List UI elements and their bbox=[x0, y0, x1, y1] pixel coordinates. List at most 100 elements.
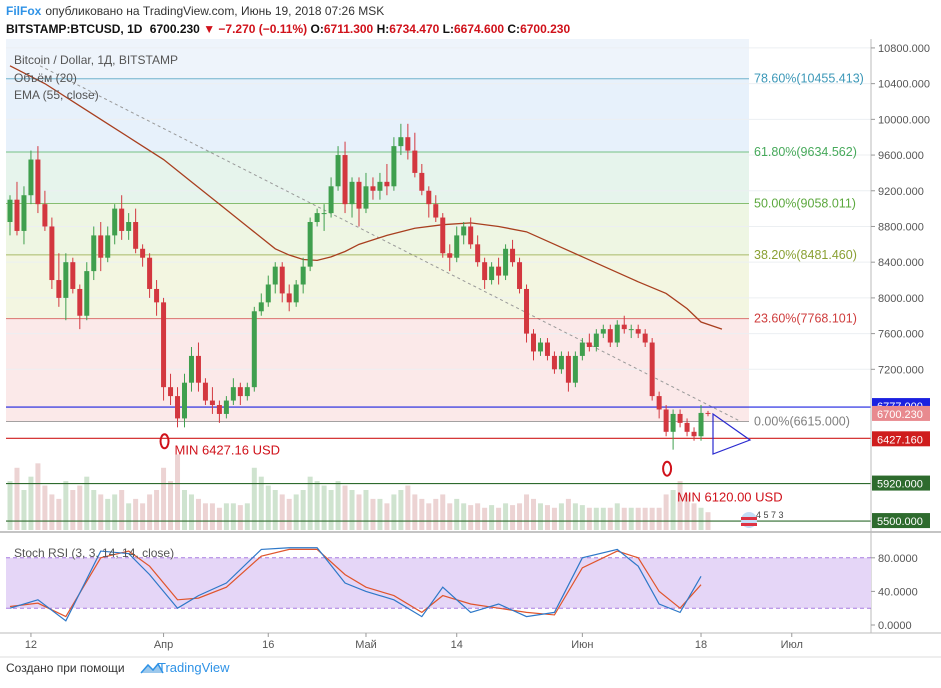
volume-bar bbox=[335, 481, 341, 530]
volume-bar bbox=[258, 476, 264, 530]
volume-bar bbox=[321, 485, 327, 530]
volume-bar bbox=[468, 505, 474, 530]
candle-body bbox=[63, 262, 69, 298]
author-name[interactable]: FilFox bbox=[6, 4, 42, 18]
header-line-1: FilFox опубликовано на TradingView.com, И… bbox=[6, 4, 384, 18]
volume-bar bbox=[412, 494, 418, 530]
candle-body bbox=[551, 355, 557, 370]
volume-bar bbox=[140, 503, 146, 530]
price-box-1 bbox=[872, 405, 930, 421]
last-price: 6700.230 bbox=[149, 22, 200, 36]
candle-body bbox=[195, 355, 201, 383]
candle-body bbox=[447, 253, 453, 258]
candle-body bbox=[112, 208, 118, 236]
candle-body bbox=[412, 150, 418, 173]
volume-bar bbox=[698, 507, 704, 530]
candle-body bbox=[600, 329, 606, 334]
fib-label-4: 23.60%(7768.101) bbox=[754, 312, 857, 326]
legend-stoch: Stoch RSI (3, 3, 14, 14, close) bbox=[14, 546, 175, 560]
volume-bar bbox=[691, 503, 697, 530]
volume-bar bbox=[14, 467, 20, 530]
candle-body bbox=[642, 333, 648, 343]
time-tick-label: Апр bbox=[154, 639, 173, 651]
volume-bar bbox=[510, 505, 516, 530]
volume-bar bbox=[216, 507, 222, 530]
volume-bar bbox=[440, 494, 446, 530]
candle-body bbox=[607, 329, 613, 343]
candle-body bbox=[28, 159, 34, 196]
candle-body bbox=[705, 412, 711, 414]
candle-body bbox=[649, 342, 655, 397]
volume-bar bbox=[405, 485, 411, 530]
volume-bar bbox=[600, 507, 606, 530]
fib-band-0 bbox=[6, 78, 749, 152]
candle-body bbox=[272, 266, 278, 285]
symbol-label: BITSTAMP:BTCUSD, 1D bbox=[6, 22, 143, 36]
volume-bar bbox=[489, 505, 495, 530]
min-annotation-1: MIN 6120.00 USD bbox=[677, 490, 783, 505]
candle-body bbox=[84, 271, 90, 316]
candle-body bbox=[251, 311, 257, 388]
legend-volume: Объём (20) bbox=[14, 71, 77, 85]
volume-bar bbox=[579, 505, 585, 530]
volume-bar bbox=[628, 507, 634, 530]
price-box-2 bbox=[872, 431, 930, 447]
stoch-tick-label: 80.0000 bbox=[878, 553, 918, 565]
high-value: 6734.470 bbox=[389, 22, 440, 36]
candle-body bbox=[279, 266, 285, 294]
candle-body bbox=[468, 226, 474, 245]
candle-body bbox=[216, 405, 222, 414]
candle-body bbox=[258, 302, 264, 312]
candle-body bbox=[698, 412, 704, 437]
volume-bar bbox=[21, 490, 27, 530]
price-tick-label: 7200.000 bbox=[878, 364, 924, 376]
candle-body bbox=[391, 146, 397, 187]
candle-body bbox=[635, 329, 641, 334]
price-tick-label: 9600.000 bbox=[878, 150, 924, 162]
candle-body bbox=[223, 400, 229, 414]
candle-body bbox=[321, 213, 327, 215]
volume-bar bbox=[642, 507, 648, 530]
candle-body bbox=[489, 266, 495, 281]
candle-body bbox=[370, 186, 376, 191]
volume-bar bbox=[677, 481, 683, 530]
candle-body bbox=[126, 222, 132, 231]
volume-bar bbox=[496, 507, 502, 530]
volume-bar bbox=[635, 507, 641, 530]
volume-bar bbox=[63, 481, 69, 530]
volume-bar bbox=[175, 454, 181, 530]
close-value: 6700.230 bbox=[520, 22, 571, 36]
candle-body bbox=[119, 208, 125, 231]
ema-line bbox=[9, 65, 723, 330]
volume-bar bbox=[154, 490, 160, 530]
candle-body bbox=[384, 181, 390, 187]
volume-bar bbox=[28, 476, 34, 530]
candle-body bbox=[461, 226, 467, 236]
close-label: C: bbox=[507, 22, 521, 36]
candle-body bbox=[35, 159, 41, 205]
volume-bar bbox=[237, 505, 243, 530]
volume-bar bbox=[649, 507, 655, 530]
volume-bar bbox=[447, 503, 453, 530]
volume-bar bbox=[300, 490, 306, 530]
tradingview-logo-text[interactable]: TradingView bbox=[157, 660, 230, 675]
candle-body bbox=[98, 235, 104, 258]
candle-body bbox=[49, 226, 55, 281]
price-tick-label: 8800.000 bbox=[878, 221, 924, 233]
price-change: ▼ −7.270 (−0.11%) bbox=[203, 22, 308, 36]
candle-body bbox=[230, 387, 236, 401]
volume-bar bbox=[586, 507, 592, 530]
candle-body bbox=[307, 222, 313, 267]
candle-body bbox=[691, 431, 697, 437]
volume-bar bbox=[524, 494, 530, 530]
volume-bar bbox=[607, 507, 613, 530]
flag-code: 4 5 7 3 bbox=[756, 510, 784, 520]
price-box-label-4: 5500.000 bbox=[877, 516, 923, 528]
candle-body bbox=[558, 355, 564, 370]
candle-body bbox=[161, 302, 167, 388]
candle-body bbox=[349, 181, 355, 205]
volume-bar bbox=[558, 503, 564, 530]
candle-body bbox=[363, 186, 369, 209]
volume-bar bbox=[209, 503, 215, 530]
